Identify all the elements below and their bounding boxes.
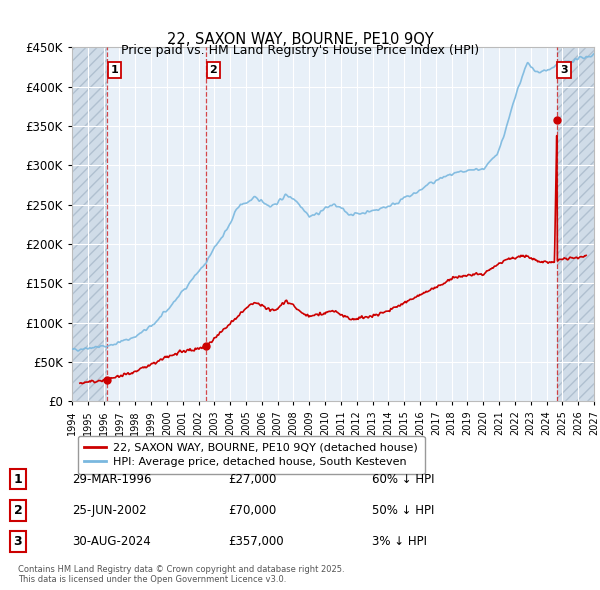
- Text: 29-MAR-1996: 29-MAR-1996: [72, 473, 151, 486]
- Text: 2: 2: [14, 504, 22, 517]
- Text: 2: 2: [209, 65, 217, 75]
- Text: 30-AUG-2024: 30-AUG-2024: [72, 535, 151, 548]
- Text: 3: 3: [560, 65, 568, 75]
- Text: 3% ↓ HPI: 3% ↓ HPI: [372, 535, 427, 548]
- Text: 25-JUN-2002: 25-JUN-2002: [72, 504, 146, 517]
- Text: Price paid vs. HM Land Registry's House Price Index (HPI): Price paid vs. HM Land Registry's House …: [121, 44, 479, 57]
- Text: £357,000: £357,000: [228, 535, 284, 548]
- Text: 22, SAXON WAY, BOURNE, PE10 9QY: 22, SAXON WAY, BOURNE, PE10 9QY: [167, 32, 433, 47]
- Bar: [557, 47, 594, 401]
- Text: 1: 1: [110, 65, 118, 75]
- Text: 1: 1: [14, 473, 22, 486]
- Bar: [72, 47, 107, 401]
- Text: £27,000: £27,000: [228, 473, 277, 486]
- Text: 50% ↓ HPI: 50% ↓ HPI: [372, 504, 434, 517]
- Text: £70,000: £70,000: [228, 504, 276, 517]
- Legend: 22, SAXON WAY, BOURNE, PE10 9QY (detached house), HPI: Average price, detached h: 22, SAXON WAY, BOURNE, PE10 9QY (detache…: [77, 436, 425, 474]
- Text: 3: 3: [14, 535, 22, 548]
- Text: 60% ↓ HPI: 60% ↓ HPI: [372, 473, 434, 486]
- Text: Contains HM Land Registry data © Crown copyright and database right 2025.
This d: Contains HM Land Registry data © Crown c…: [18, 565, 344, 584]
